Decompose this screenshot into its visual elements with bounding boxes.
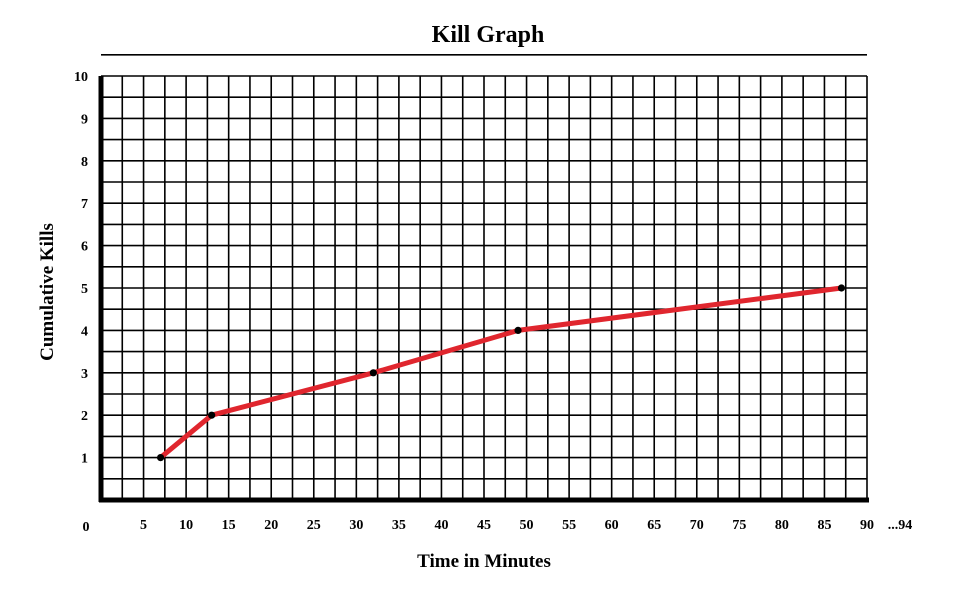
axes — [98, 76, 869, 503]
x-tick-label: 20 — [264, 518, 278, 533]
x-tick-label: 45 — [477, 518, 491, 533]
y-tick-label: 5 — [81, 282, 88, 297]
data-point — [837, 284, 846, 292]
x-tick-label: 35 — [392, 518, 406, 533]
grid-lines — [101, 53, 868, 500]
x-tick-label: 90 — [860, 518, 874, 533]
y-tick-label: 2 — [81, 409, 88, 424]
x-tick-label: 15 — [222, 518, 236, 533]
y-tick-label: 6 — [81, 240, 88, 255]
data-point — [208, 411, 216, 419]
y-axis-label: Cumulative Kills — [37, 223, 58, 361]
y-tick-label: 8 — [81, 155, 88, 170]
y-tick-label: 3 — [81, 367, 88, 382]
x-tick-label-extra: ...94 — [888, 518, 913, 533]
y-axis-ticks: 1 2 3 4 5 6 7 8 9 10 — [74, 70, 88, 467]
data-point — [514, 326, 522, 334]
y-tick-label: 4 — [81, 324, 88, 339]
x-tick-label: 25 — [307, 518, 321, 533]
x-tick-label: 65 — [647, 518, 661, 533]
y-tick-label: 9 — [81, 112, 88, 127]
x-tick-label: 75 — [732, 518, 746, 533]
data-point — [156, 454, 165, 462]
x-tick-label: 10 — [179, 518, 193, 533]
y-tick-label: 1 — [81, 452, 88, 467]
x-tick-label: 55 — [562, 518, 576, 533]
series-layer — [156, 284, 846, 462]
x-tick-label: 30 — [349, 518, 363, 533]
x-tick-label: 60 — [605, 518, 619, 533]
x-tick-label: 5 — [140, 518, 147, 533]
x-tick-label: 0 — [83, 520, 90, 535]
x-tick-label: 85 — [817, 518, 831, 533]
x-tick-label: 80 — [775, 518, 789, 533]
data-point — [369, 369, 377, 377]
y-tick-label: 7 — [81, 197, 88, 212]
x-axis-label: Time in Minutes — [417, 551, 551, 572]
x-tick-label: 70 — [690, 518, 704, 533]
x-tick-label: 50 — [520, 518, 534, 533]
chart-title: Kill Graph — [432, 22, 545, 48]
x-tick-label: 40 — [434, 518, 448, 533]
y-tick-label: 10 — [74, 70, 88, 85]
x-axis-ticks: 0 5 10 15 20 25 30 35 40 45 50 55 60 65 70 75 80 85 90 ...9… — [83, 518, 913, 535]
